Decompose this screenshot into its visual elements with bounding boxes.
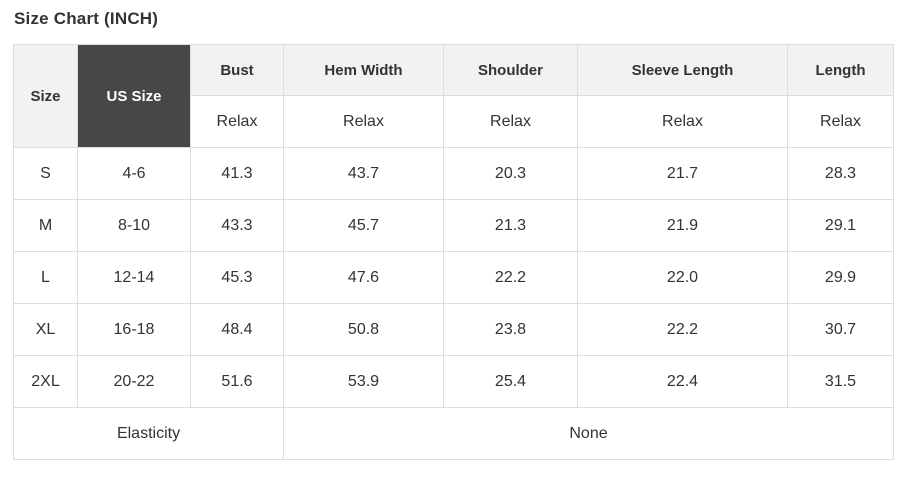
- cell-hem-width: 50.8: [283, 303, 444, 356]
- cell-shoulder: 22.2: [443, 251, 578, 304]
- col-header-shoulder: Shoulder: [443, 44, 578, 96]
- table-header: Size US Size Bust Hem Width Shoulder Sle…: [13, 44, 894, 148]
- cell-us-size: 12-14: [77, 251, 191, 304]
- sub-header-shoulder-relax: Relax: [443, 95, 578, 148]
- col-header-size: Size: [13, 44, 78, 148]
- elasticity-label: Elasticity: [13, 407, 284, 460]
- elasticity-row: Elasticity None: [13, 407, 894, 460]
- cell-bust: 51.6: [190, 355, 284, 408]
- cell-us-size: 4-6: [77, 147, 191, 200]
- col-header-hem-width: Hem Width: [283, 44, 444, 96]
- cell-bust: 48.4: [190, 303, 284, 356]
- cell-sleeve-length: 21.7: [577, 147, 788, 200]
- cell-size: M: [13, 199, 78, 252]
- header-row-main: Size US Size Bust Hem Width Shoulder Sle…: [13, 44, 894, 148]
- table-footer: Elasticity None: [13, 407, 894, 460]
- cell-sleeve-length: 22.4: [577, 355, 788, 408]
- cell-sleeve-length: 22.0: [577, 251, 788, 304]
- cell-length: 31.5: [787, 355, 894, 408]
- cell-shoulder: 25.4: [443, 355, 578, 408]
- cell-us-size: 20-22: [77, 355, 191, 408]
- table-row-l: L 12-14 45.3 47.6 22.2 22.0 29.9: [13, 251, 894, 304]
- col-header-bust: Bust: [190, 44, 284, 96]
- cell-us-size: 8-10: [77, 199, 191, 252]
- cell-size: 2XL: [13, 355, 78, 408]
- cell-sleeve-length: 21.9: [577, 199, 788, 252]
- cell-size: L: [13, 251, 78, 304]
- cell-hem-width: 47.6: [283, 251, 444, 304]
- cell-shoulder: 23.8: [443, 303, 578, 356]
- sub-header-hem-width-relax: Relax: [283, 95, 444, 148]
- cell-bust: 41.3: [190, 147, 284, 200]
- cell-bust: 43.3: [190, 199, 284, 252]
- size-chart-table: Size US Size Bust Hem Width Shoulder Sle…: [13, 44, 894, 460]
- cell-hem-width: 53.9: [283, 355, 444, 408]
- table-row-2xl: 2XL 20-22 51.6 53.9 25.4 22.4 31.5: [13, 355, 894, 408]
- cell-length: 29.9: [787, 251, 894, 304]
- table-row-m: M 8-10 43.3 45.7 21.3 21.9 29.1: [13, 199, 894, 252]
- cell-size: S: [13, 147, 78, 200]
- col-header-length: Length: [787, 44, 894, 96]
- cell-hem-width: 45.7: [283, 199, 444, 252]
- table-row-xl: XL 16-18 48.4 50.8 23.8 22.2 30.7: [13, 303, 894, 356]
- sub-header-length-relax: Relax: [787, 95, 894, 148]
- header-row-sub: Relax Relax Relax Relax Relax: [14, 95, 894, 148]
- table-body: S 4-6 41.3 43.7 20.3 21.7 28.3 M 8-10 43…: [13, 147, 894, 408]
- cell-length: 30.7: [787, 303, 894, 356]
- col-header-us-size: US Size: [77, 44, 191, 148]
- cell-sleeve-length: 22.2: [577, 303, 788, 356]
- cell-length: 29.1: [787, 199, 894, 252]
- sub-header-bust-relax: Relax: [190, 95, 284, 148]
- cell-bust: 45.3: [190, 251, 284, 304]
- elasticity-value: None: [283, 407, 894, 460]
- page-title: Size Chart (INCH): [14, 9, 159, 28]
- cell-shoulder: 21.3: [443, 199, 578, 252]
- table-row-s: S 4-6 41.3 43.7 20.3 21.7 28.3: [13, 147, 894, 200]
- cell-hem-width: 43.7: [283, 147, 444, 200]
- cell-length: 28.3: [787, 147, 894, 200]
- sub-header-sleeve-length-relax: Relax: [577, 95, 788, 148]
- cell-shoulder: 20.3: [443, 147, 578, 200]
- cell-size: XL: [13, 303, 78, 356]
- col-header-sleeve-length: Sleeve Length: [577, 44, 788, 96]
- cell-us-size: 16-18: [77, 303, 191, 356]
